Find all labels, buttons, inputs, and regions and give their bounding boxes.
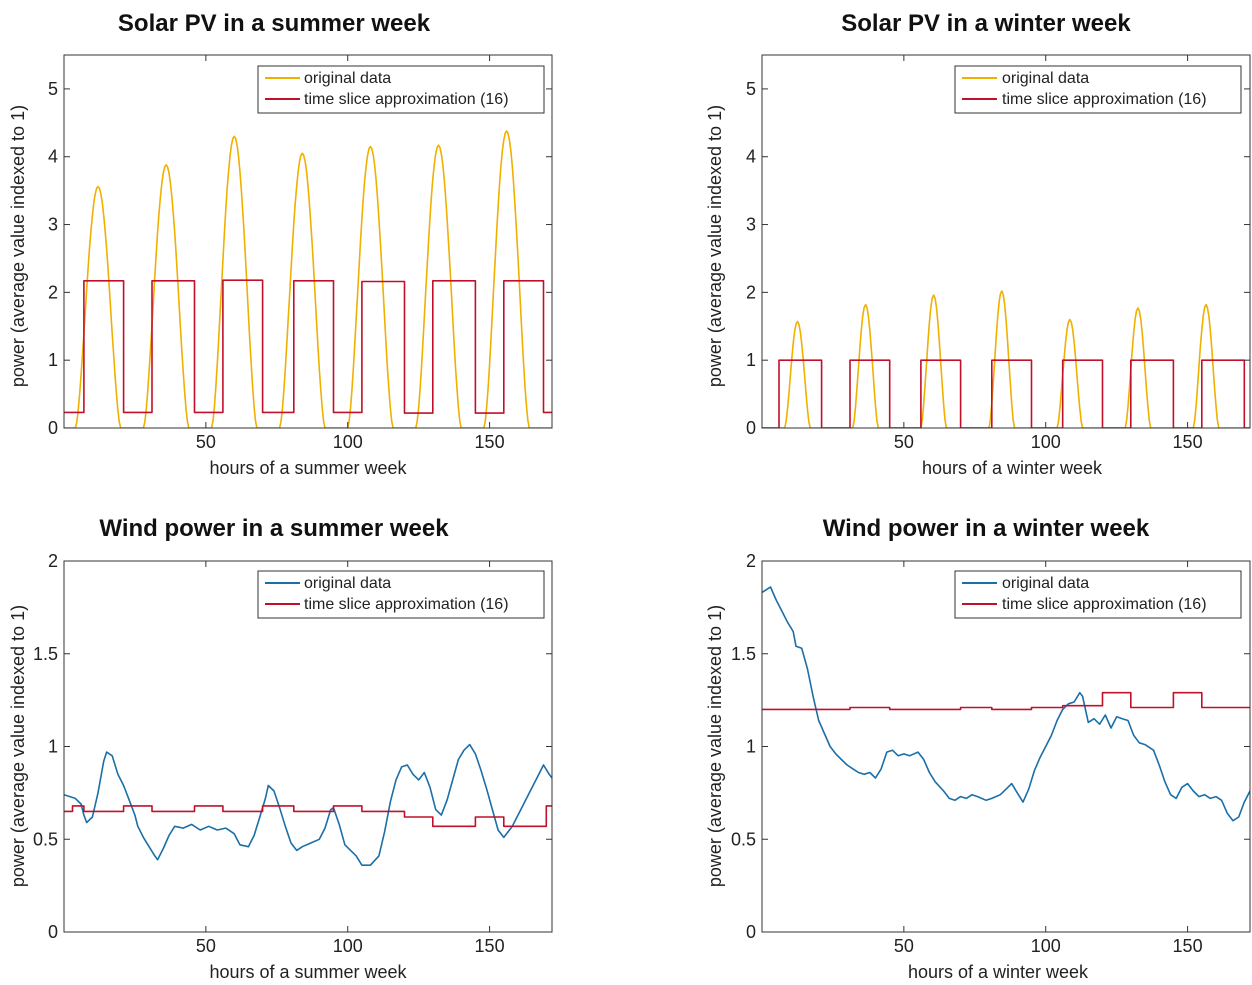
y-tick-label: 5 [48,79,58,99]
y-tick-label: 4 [746,147,756,167]
legend-label-original: original data [1002,70,1089,87]
y-axis-label: power (average value indexed to 1) [8,605,28,887]
plot-frame [761,54,1251,429]
series-line-original [64,743,552,866]
series-line-original [64,130,552,428]
series-line-original [762,290,1250,428]
series-line-approximation [762,691,1250,711]
x-tick-label: 50 [196,936,216,956]
y-tick-label: 0 [48,418,58,438]
x-axis-label: hours of a winter week [922,458,1103,478]
panel-wind-summer: Wind power in a summer week power (avera… [8,515,553,982]
panel-title: Solar PV in a winter week [841,10,1131,37]
y-tick-label: 1 [48,737,58,757]
legend-label-original: original data [304,70,391,87]
legend-box [954,570,1242,619]
y-tick-label: 1.5 [731,644,756,664]
y-axis-label: power (average value indexed to 1) [8,105,28,387]
y-tick-label: 0.5 [33,829,58,849]
series-group [64,130,552,428]
legend-label-approximation: time slice approximation (16) [1002,596,1207,613]
y-tick-label: 5 [746,79,756,99]
y-tick-label: 1 [746,350,756,370]
x-tick-label: 150 [1173,432,1203,452]
series-group [64,743,552,866]
x-tick-label: 100 [333,432,363,452]
y-tick-label: 0 [746,418,756,438]
y-axis-label: power (average value indexed to 1) [705,605,725,887]
legend-label-approximation: time slice approximation (16) [304,596,509,613]
x-tick-label: 50 [894,936,914,956]
legend-label-original: original data [1002,575,1089,592]
y-tick-label: 0.5 [731,829,756,849]
legend-label-approximation: time slice approximation (16) [1002,91,1207,108]
plot-frame [63,54,553,429]
y-tick-label: 3 [746,215,756,235]
x-tick-label: 50 [196,432,216,452]
x-tick-label: 150 [1173,936,1203,956]
series-group [762,586,1250,822]
panel-title: Wind power in a summer week [99,515,449,542]
x-axis-label: hours of a summer week [209,458,407,478]
legend-label-approximation: time slice approximation (16) [304,91,509,108]
y-tick-label: 2 [48,551,58,571]
y-tick-label: 1 [48,350,58,370]
y-tick-label: 2 [746,282,756,302]
y-tick-label: 0 [746,922,756,942]
x-tick-label: 100 [1031,432,1061,452]
y-axis-label: power (average value indexed to 1) [705,105,725,387]
y-tick-label: 2 [48,282,58,302]
x-tick-label: 100 [1031,936,1061,956]
x-tick-label: 150 [475,936,505,956]
x-tick-label: 50 [894,432,914,452]
x-tick-label: 100 [333,936,363,956]
series-line-approximation [64,279,552,414]
legend: original data time slice approximation (… [954,570,1242,619]
panel-title: Wind power in a winter week [823,515,1150,542]
y-tick-label: 4 [48,147,58,167]
series-line-approximation [64,805,552,828]
legend: original data time slice approximation (… [257,570,545,619]
panel-solar-winter: Solar PV in a winter week power (average… [705,10,1251,478]
legend-box [257,570,545,619]
panel-title: Solar PV in a summer week [118,10,431,37]
y-tick-label: 2 [746,551,756,571]
y-tick-label: 1 [746,737,756,757]
series-group [762,290,1250,428]
legend: original data time slice approximation (… [257,65,545,114]
y-tick-label: 1.5 [33,644,58,664]
legend-box [257,65,545,114]
x-axis-label: hours of a summer week [209,962,407,982]
x-tick-label: 150 [475,432,505,452]
y-tick-label: 3 [48,215,58,235]
series-line-approximation [762,359,1250,428]
legend: original data time slice approximation (… [954,65,1242,114]
legend-box [954,65,1242,114]
series-line-original [762,586,1250,822]
y-tick-label: 0 [48,922,58,942]
panel-wind-winter: Wind power in a winter week power (avera… [705,515,1251,982]
x-axis-label: hours of a winter week [908,962,1089,982]
panel-solar-summer: Solar PV in a summer week power (average… [8,10,553,478]
legend-label-original: original data [304,575,391,592]
